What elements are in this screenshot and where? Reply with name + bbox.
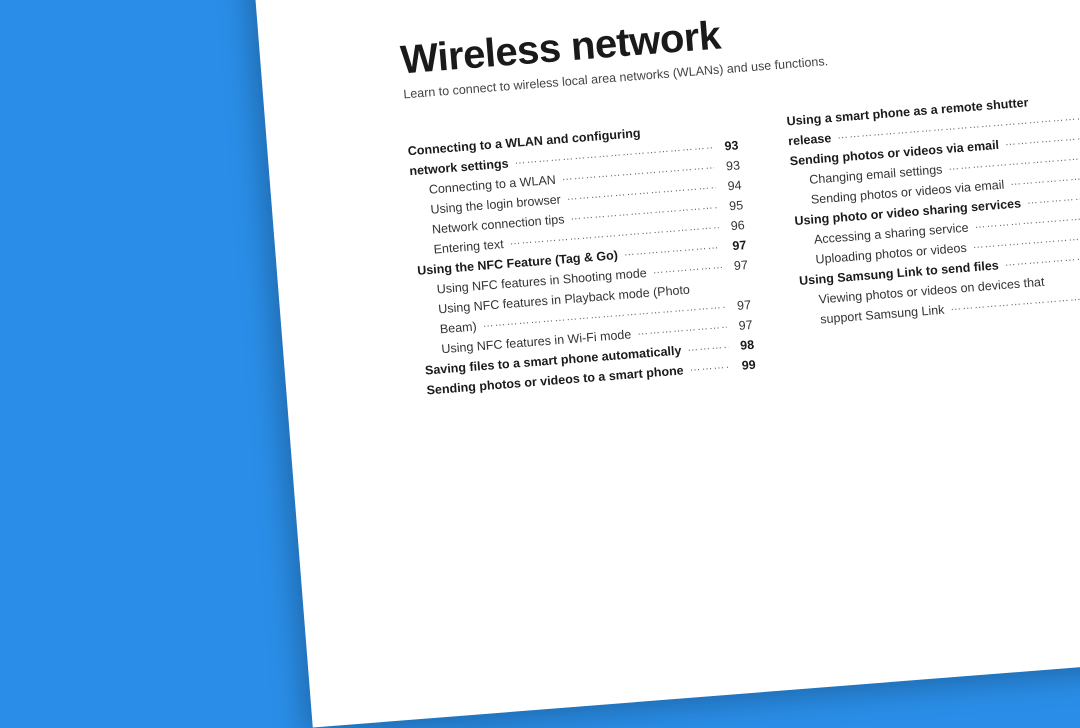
toc-dots [687,337,729,360]
toc-page: 95 [716,195,743,217]
toc-columns: Connecting to a WLAN and configuringnetw… [407,82,1080,401]
toc-column-left: Connecting to a WLAN and configuringnetw… [407,115,756,400]
document-page: Wireless network Learn to connect to wir… [250,0,1080,728]
toc-page: 97 [720,235,747,257]
toc-column-right: Using a smart phone as a remote shutterr… [786,86,1080,371]
toc-page: 97 [726,315,753,337]
toc-page: 93 [712,135,739,157]
toc-page: 93 [713,155,740,177]
toc-dots [689,357,731,380]
toc-page: 99 [729,355,756,377]
toc-page: 97 [721,255,748,277]
toc-page: 97 [724,295,751,317]
toc-page: 98 [727,335,754,357]
toc-page: 96 [718,215,745,237]
toc-page: 94 [715,175,742,197]
